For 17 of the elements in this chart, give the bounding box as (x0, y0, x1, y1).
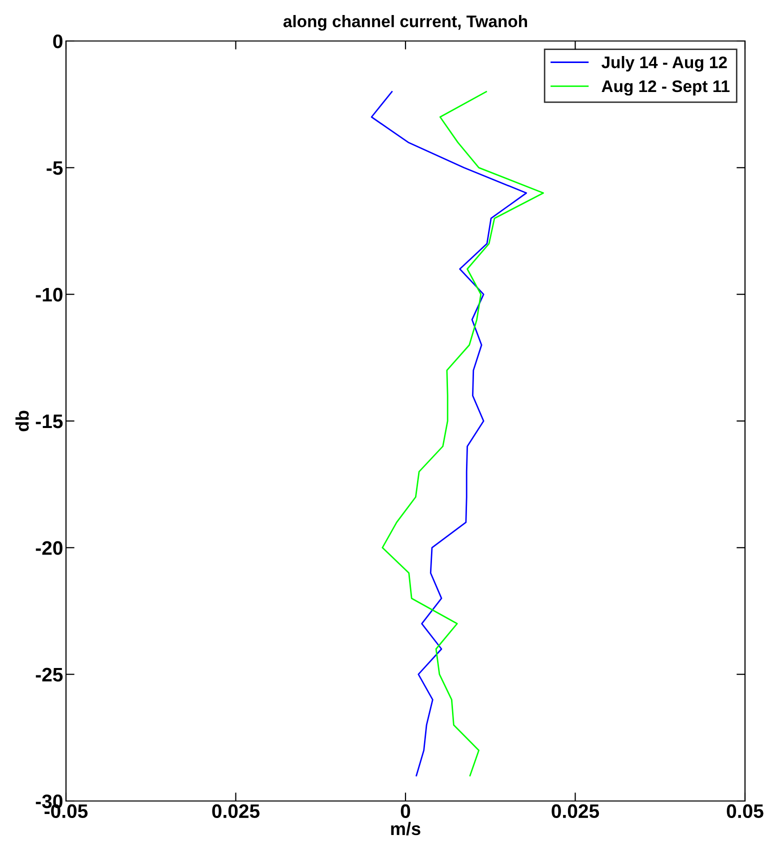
y-tick-label: -20 (36, 541, 62, 555)
y-tick-label: -10 (36, 288, 62, 302)
legend-label: Aug 12 - Sept 11 (602, 80, 730, 96)
y-tick-label: -5 (46, 161, 63, 175)
x-tick-label: 0 (400, 804, 410, 818)
line-series (382, 90, 544, 776)
legend-label: July 14 - Aug 12 (602, 56, 727, 72)
x-axis-title: m/s (391, 822, 420, 836)
line-series (370, 90, 528, 776)
y-axis-title: db (16, 410, 29, 432)
x-tick-label: 0.05 (726, 804, 764, 818)
y-tick-label: 0 (53, 34, 62, 48)
x-tick-label: 0.025 (552, 804, 600, 818)
y-tick-label: -15 (36, 414, 63, 428)
y-tick-label: -25 (36, 668, 63, 682)
x-tick-label: 0.025 (212, 804, 260, 818)
chart-title: along channel current, Twanoh (283, 15, 528, 31)
